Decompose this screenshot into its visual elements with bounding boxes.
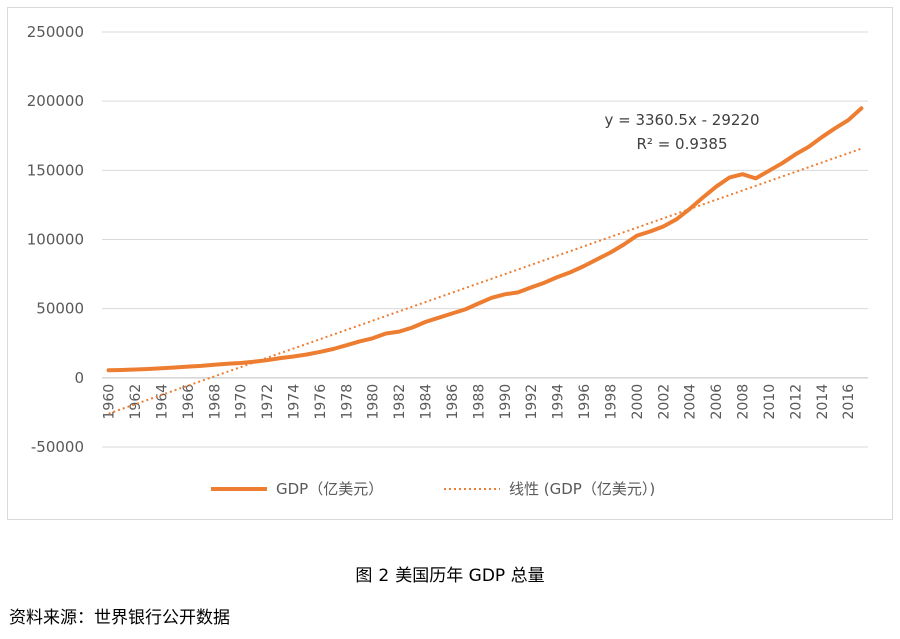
x-tick-label: 2000 bbox=[630, 384, 646, 420]
legend-label-trendline: 线性 (GDP（亿美元）) bbox=[509, 480, 655, 498]
x-tick-label: 2002 bbox=[656, 384, 672, 420]
legend: GDP（亿美元） 线性 (GDP（亿美元）) bbox=[211, 480, 655, 498]
x-tick-label: 1984 bbox=[419, 384, 435, 420]
source-note: 资料来源：世界银行公开数据 bbox=[9, 608, 230, 628]
x-axis-ticks: 1960 1962 1964 1966 1968 1970 1972 1974 1976 1978… bbox=[102, 384, 858, 420]
y-tick-label: 0 bbox=[74, 369, 84, 387]
x-tick-label: 1974 bbox=[287, 384, 303, 420]
x-tick-label: 1986 bbox=[445, 384, 461, 420]
chart-frame: 250000 200000 150000 100000 50000 0 -50000 196… bbox=[7, 7, 893, 520]
x-tick-label: 2006 bbox=[709, 384, 725, 420]
x-tick-label: 1982 bbox=[392, 384, 408, 420]
y-tick-label: -50000 bbox=[31, 438, 84, 456]
x-tick-label: 1966 bbox=[181, 384, 197, 420]
x-tick-label: 1972 bbox=[260, 384, 276, 420]
caption-number: 2 bbox=[378, 566, 390, 586]
x-tick-label: 1996 bbox=[577, 384, 593, 420]
x-tick-label: 2008 bbox=[736, 384, 752, 420]
x-tick-label: 2010 bbox=[762, 384, 778, 420]
x-tick-label: 1964 bbox=[154, 384, 170, 420]
x-tick-label: 1998 bbox=[603, 384, 619, 420]
y-tick-label: 250000 bbox=[27, 23, 84, 41]
figure-caption: 图 2 美国历年 GDP 总量 bbox=[0, 561, 900, 586]
x-tick-label: 1962 bbox=[128, 384, 144, 420]
x-tick-label: 1992 bbox=[524, 384, 540, 420]
equation-line2: R² = 0.9385 bbox=[636, 135, 727, 153]
caption-prefix: 图 bbox=[355, 566, 373, 586]
x-tick-label: 1994 bbox=[551, 384, 567, 420]
caption-title: 美国历年 GDP 总量 bbox=[395, 566, 545, 586]
equation-line1: y = 3360.5x - 29220 bbox=[604, 111, 759, 129]
x-tick-label: 1980 bbox=[366, 384, 382, 420]
x-tick-label: 1968 bbox=[207, 384, 223, 420]
x-tick-label: 1960 bbox=[102, 384, 118, 420]
x-tick-label: 2016 bbox=[841, 384, 857, 420]
gdp-chart: 250000 200000 150000 100000 50000 0 -50000 196… bbox=[27, 23, 868, 498]
trendline bbox=[108, 147, 862, 415]
y-tick-label: 150000 bbox=[27, 161, 84, 179]
x-tick-label: 1970 bbox=[234, 384, 250, 420]
trendline-equation: y = 3360.5x - 29220 R² = 0.9385 bbox=[604, 111, 759, 153]
legend-label-gdp: GDP（亿美元） bbox=[276, 480, 383, 498]
x-tick-label: 2014 bbox=[815, 384, 831, 420]
x-tick-label: 2004 bbox=[683, 384, 699, 420]
x-tick-label: 1988 bbox=[471, 384, 487, 420]
x-tick-label: 1990 bbox=[498, 384, 514, 420]
grid-lines bbox=[102, 31, 868, 448]
y-tick-label: 100000 bbox=[27, 231, 84, 249]
gdp-series-line bbox=[106, 106, 864, 373]
x-tick-label: 1978 bbox=[339, 384, 355, 420]
x-tick-label: 1976 bbox=[313, 384, 329, 420]
series-layer bbox=[106, 106, 864, 415]
x-tick-label: 2012 bbox=[788, 384, 804, 420]
y-tick-label: 50000 bbox=[36, 300, 84, 318]
y-axis-ticks: 250000 200000 150000 100000 50000 0 -50000 bbox=[27, 23, 84, 456]
y-tick-label: 200000 bbox=[27, 92, 84, 110]
